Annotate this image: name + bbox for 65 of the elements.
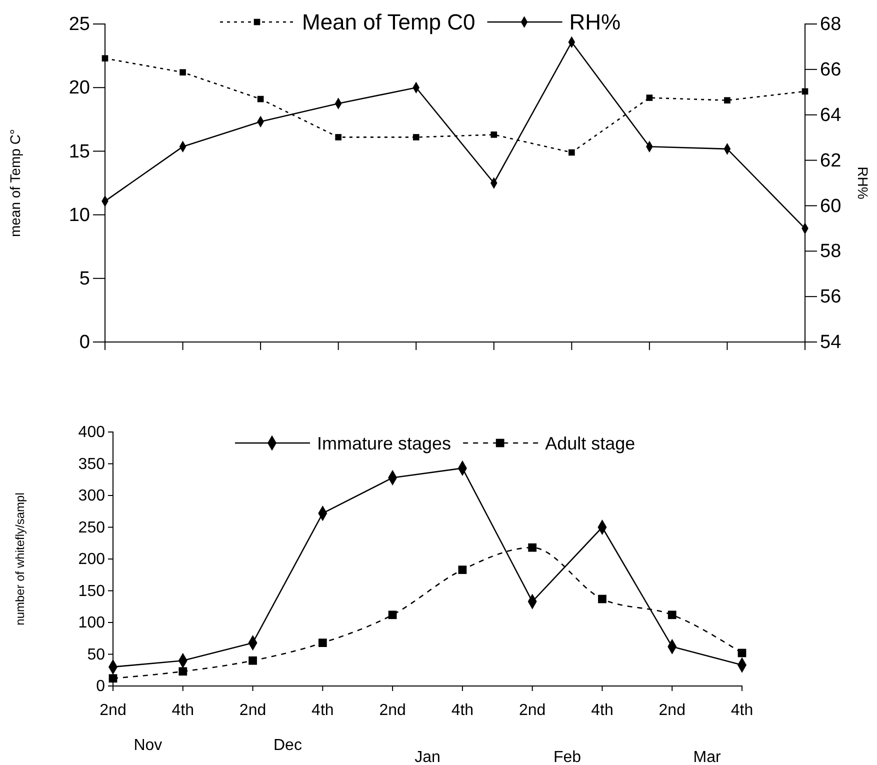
y2-axis-title: RH%	[855, 166, 871, 200]
x-tick-label: 2nd	[239, 702, 266, 719]
y2-tick-label: 60	[820, 196, 842, 217]
point	[458, 566, 467, 574]
text: Feb	[553, 749, 582, 765]
y-tick-label: 300	[78, 488, 106, 505]
point	[318, 638, 327, 648]
y-tick-label: 400	[78, 424, 106, 442]
y2-tick-label: 66	[820, 60, 842, 81]
point	[102, 55, 108, 62]
point	[724, 97, 730, 104]
y-tick-label: 0	[96, 678, 106, 696]
y-tick-label: 200	[78, 551, 106, 568]
point	[257, 96, 264, 102]
point	[738, 648, 746, 658]
text: Jan	[414, 749, 440, 765]
y2-tick-label: 56	[820, 286, 842, 308]
point	[335, 134, 342, 140]
point	[802, 88, 808, 95]
y2-tick-label: 68	[820, 14, 842, 36]
y-tick-label: 15	[68, 141, 90, 162]
y2-tick-label: 54	[820, 332, 842, 354]
y-tick-label: 100	[78, 614, 106, 632]
x-tick-label: 2nd	[379, 702, 406, 719]
text: Nov	[134, 737, 162, 754]
y-axis-title: mean of Temp C°	[7, 128, 23, 238]
y-tick-label: 50	[87, 646, 106, 664]
y-tick-label: 150	[78, 582, 106, 600]
point	[412, 134, 420, 140]
x-tick-label: 4th	[730, 702, 754, 719]
point	[528, 543, 537, 552]
point	[598, 594, 606, 604]
x-tick-label: 2nd	[100, 702, 126, 719]
point	[646, 94, 653, 101]
y-tick-label: 350	[78, 456, 106, 473]
point	[178, 667, 188, 676]
point	[668, 610, 676, 620]
y2-tick-label: 62	[820, 150, 842, 172]
y-tick-label: 25	[68, 14, 90, 36]
text: Mar	[693, 749, 722, 765]
y-tick-label: 5	[79, 268, 90, 290]
x-tick-label: 4th	[172, 702, 194, 719]
y-tick-label: 250	[78, 519, 106, 536]
y2-tick-label: 58	[820, 241, 842, 262]
point	[180, 69, 186, 76]
x-tick-label: 4th	[451, 702, 474, 719]
y-axis-title: number of whitefly/sampl	[13, 492, 27, 626]
legend-label: RH%	[569, 10, 621, 35]
point	[568, 149, 575, 156]
legend-label: Adult stage	[545, 433, 636, 454]
point	[248, 656, 257, 665]
legend-label: Immature stages	[317, 433, 452, 454]
text: Dec	[273, 737, 302, 754]
point	[490, 132, 498, 138]
legend-label: Mean of Temp C0	[302, 10, 476, 35]
y-tick-label: 0	[79, 332, 90, 354]
y2-tick-label: 64	[820, 104, 842, 126]
x-tick-label: 4th	[312, 702, 334, 719]
point	[388, 610, 397, 620]
point	[108, 674, 118, 683]
x-tick-label: 4th	[591, 702, 614, 719]
y-tick-label: 10	[68, 204, 90, 226]
x-tick-label: 2nd	[658, 702, 686, 719]
x-tick-label: 2nd	[518, 702, 546, 719]
y-tick-label: 20	[68, 78, 90, 99]
